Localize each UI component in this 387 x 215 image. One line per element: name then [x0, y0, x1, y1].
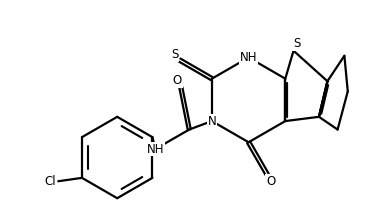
Text: S: S	[171, 48, 178, 61]
Text: Cl: Cl	[44, 175, 56, 188]
Text: NH: NH	[240, 51, 257, 64]
Text: S: S	[293, 37, 301, 51]
Text: O: O	[266, 175, 275, 188]
Text: N: N	[207, 115, 216, 127]
Text: O: O	[173, 74, 182, 87]
Text: NH: NH	[147, 143, 164, 155]
